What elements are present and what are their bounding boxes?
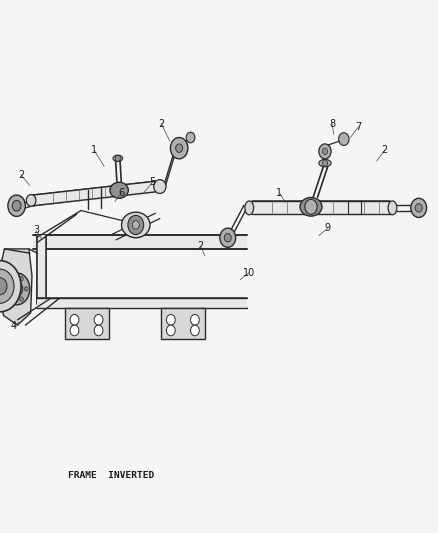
Ellipse shape (388, 201, 397, 215)
Text: 9: 9 (325, 223, 331, 233)
Ellipse shape (113, 155, 123, 161)
Circle shape (94, 314, 103, 325)
Circle shape (319, 144, 331, 159)
Circle shape (415, 204, 422, 212)
Circle shape (115, 155, 120, 161)
Ellipse shape (319, 159, 331, 167)
Text: 1: 1 (276, 188, 283, 198)
Text: 2: 2 (381, 146, 388, 155)
Ellipse shape (26, 195, 36, 206)
Circle shape (128, 215, 144, 235)
Circle shape (20, 277, 23, 281)
Circle shape (224, 233, 231, 242)
Circle shape (5, 287, 9, 291)
Polygon shape (37, 235, 46, 304)
Circle shape (132, 221, 139, 229)
Text: FRAME  INVERTED: FRAME INVERTED (68, 471, 154, 480)
Circle shape (191, 314, 199, 325)
Ellipse shape (110, 182, 128, 198)
Polygon shape (37, 298, 247, 308)
Circle shape (322, 160, 328, 166)
FancyBboxPatch shape (33, 235, 247, 249)
Circle shape (191, 325, 199, 336)
Circle shape (411, 198, 427, 217)
Ellipse shape (245, 201, 254, 215)
Circle shape (10, 297, 14, 301)
Circle shape (70, 325, 79, 336)
Text: 2: 2 (198, 241, 204, 251)
Circle shape (166, 325, 175, 336)
Circle shape (10, 277, 14, 281)
Ellipse shape (300, 198, 322, 216)
Circle shape (94, 325, 103, 336)
Circle shape (305, 199, 317, 214)
Circle shape (0, 278, 7, 295)
Circle shape (322, 148, 328, 155)
Text: 6: 6 (119, 188, 125, 198)
Circle shape (0, 269, 14, 303)
Text: 1: 1 (91, 146, 97, 155)
Circle shape (25, 287, 28, 291)
Circle shape (170, 138, 188, 159)
Text: 2: 2 (158, 119, 164, 128)
Circle shape (0, 261, 21, 312)
Circle shape (11, 281, 23, 296)
Polygon shape (161, 308, 205, 339)
Circle shape (70, 314, 79, 325)
Circle shape (166, 314, 175, 325)
Circle shape (8, 195, 25, 216)
Text: 4: 4 (11, 321, 17, 331)
Circle shape (186, 132, 195, 143)
Circle shape (176, 144, 183, 152)
Ellipse shape (154, 180, 166, 193)
Polygon shape (0, 249, 32, 325)
Polygon shape (252, 201, 390, 214)
Circle shape (339, 133, 349, 146)
Circle shape (12, 200, 21, 211)
Circle shape (220, 228, 236, 247)
Text: 2: 2 (18, 170, 24, 180)
Text: 8: 8 (329, 119, 335, 128)
Polygon shape (33, 179, 160, 206)
Circle shape (20, 297, 23, 301)
Ellipse shape (121, 212, 150, 238)
Polygon shape (65, 308, 109, 339)
Text: 5: 5 (149, 177, 155, 187)
Circle shape (4, 273, 30, 305)
Text: 7: 7 (355, 122, 361, 132)
Text: 3: 3 (33, 225, 39, 235)
Text: 10: 10 (243, 268, 255, 278)
